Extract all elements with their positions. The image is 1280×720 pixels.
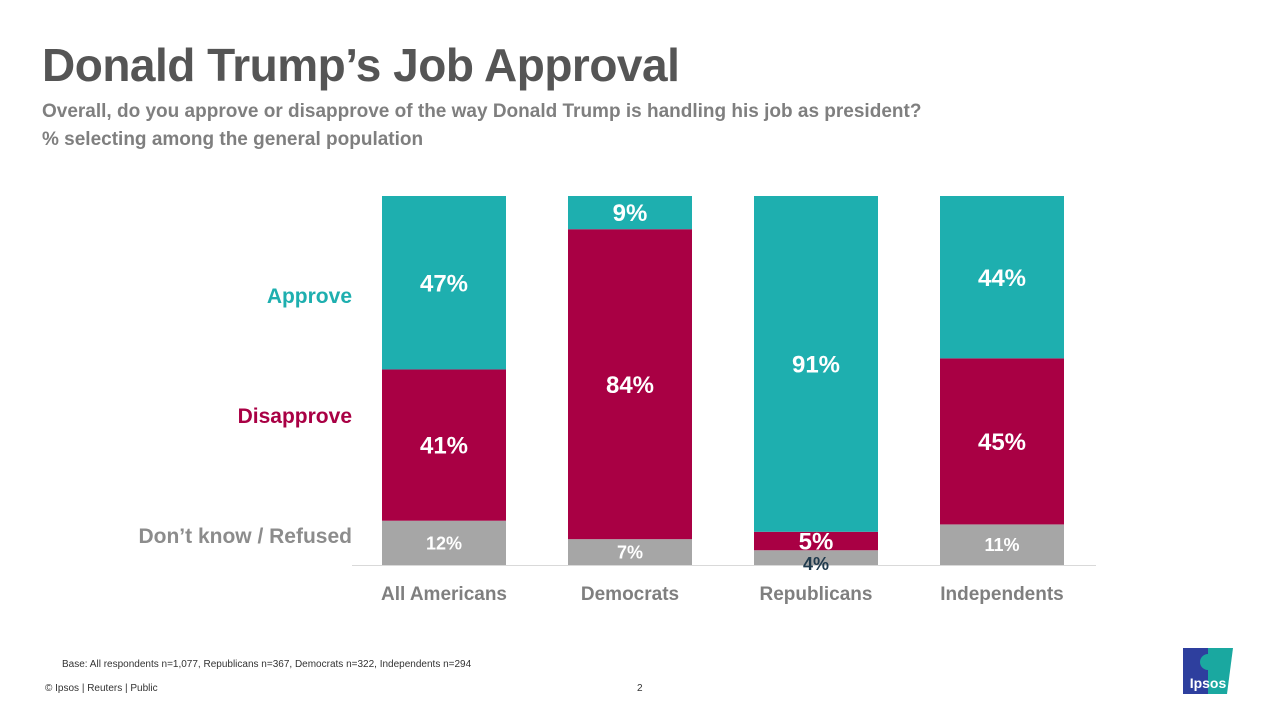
copyright: © Ipsos | Reuters | Public: [45, 683, 158, 694]
x-tick-label: Democrats: [581, 584, 679, 605]
data-label: 91%: [792, 352, 840, 379]
data-label: 84%: [606, 372, 654, 399]
bar-segment: [754, 550, 878, 565]
bar-segment: [382, 196, 506, 370]
data-label: 44%: [978, 265, 1026, 292]
data-label: 45%: [978, 429, 1026, 456]
data-label: 41%: [420, 433, 468, 460]
data-label: 12%: [426, 533, 462, 553]
data-label: 9%: [613, 200, 648, 227]
ipsos-logo: Ipsos: [1183, 648, 1233, 694]
legend-approve: Approve: [266, 285, 352, 308]
bar-segment: [940, 196, 1064, 359]
x-tick-label: Independents: [940, 584, 1064, 605]
page-title: Donald Trump’s Job Approval: [42, 39, 680, 91]
subtitle-2: % selecting among the general population: [42, 129, 424, 150]
legend-disapprove: Disapprove: [237, 405, 352, 428]
data-label: 7%: [617, 543, 643, 563]
svg-text:Ipsos: Ipsos: [1190, 675, 1227, 691]
x-tick-label: Republicans: [760, 584, 873, 605]
x-tick-label: All Americans: [381, 584, 507, 605]
data-label: 5%: [799, 529, 834, 556]
bar-segment: [754, 531, 878, 551]
bar-segment: [382, 520, 506, 565]
bar-segment: [940, 358, 1064, 525]
page-number: 2: [637, 683, 643, 694]
bar-segment: [940, 524, 1064, 565]
legend-dont-know: Don’t know / Refused: [138, 525, 352, 548]
bar-segment: [568, 539, 692, 565]
base-note: Base: All respondents n=1,077, Republica…: [62, 659, 472, 670]
subtitle: Overall, do you approve or disapprove of…: [42, 101, 922, 122]
bar-segment: [568, 229, 692, 540]
data-label: 47%: [420, 270, 468, 297]
bar-segment: [568, 196, 692, 230]
data-label: 4%: [803, 554, 829, 574]
data-label: 11%: [984, 535, 1019, 555]
bar-segment: [754, 196, 878, 532]
bar-segment: [382, 369, 506, 521]
